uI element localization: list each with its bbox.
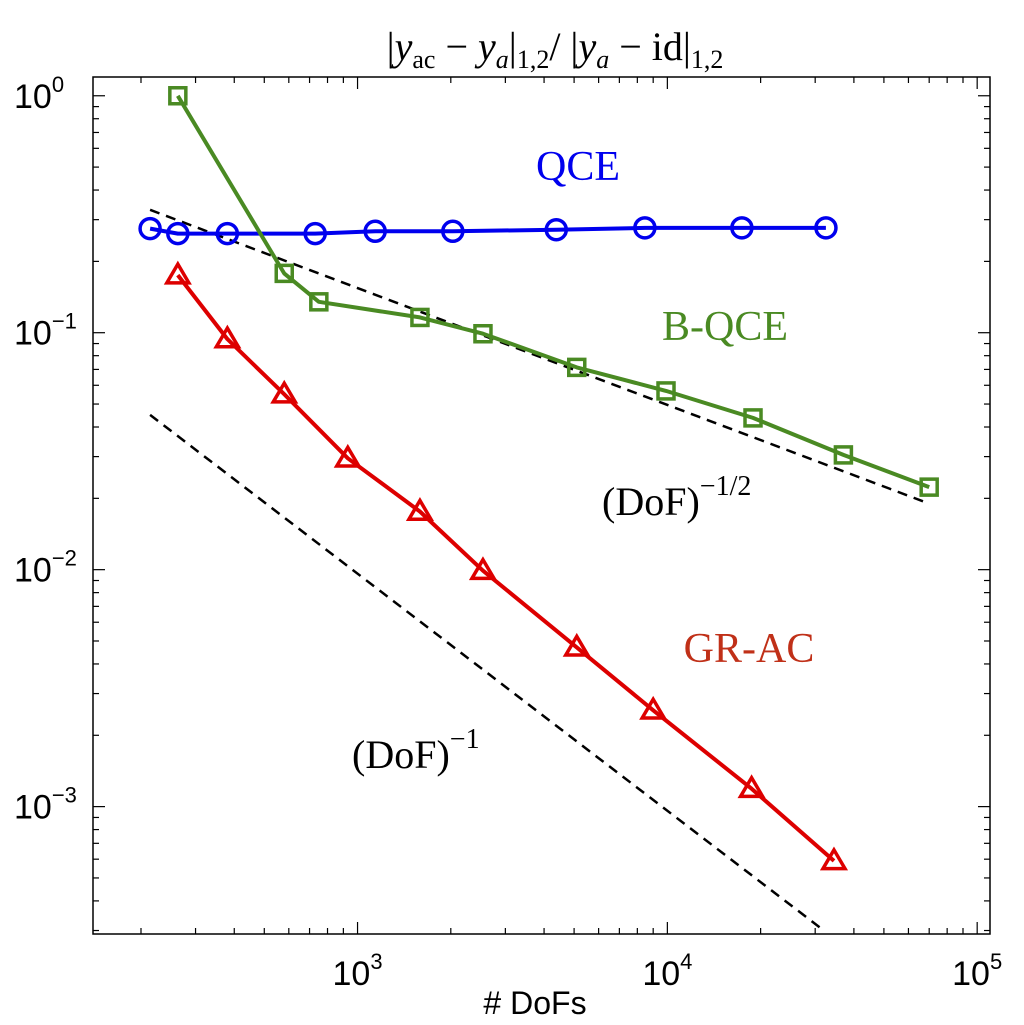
y-tick-base: 10 — [14, 315, 52, 353]
reference-line-one — [149, 413, 825, 932]
data-point-qce — [441, 219, 465, 244]
ref-label-one: (DoF)−1 — [352, 724, 480, 777]
data-point-b-qce — [168, 86, 188, 106]
data-point-gr-ac — [468, 556, 498, 581]
x-tick-base: 10 — [642, 955, 680, 993]
y-tick-label: 10−3 — [14, 783, 77, 827]
y-tick-exp: −1 — [52, 309, 77, 334]
data-point-b-qce — [919, 477, 939, 497]
axis-ticks — [93, 77, 990, 934]
series-line-gr-ac — [176, 273, 836, 863]
y-tick-base: 10 — [14, 552, 52, 590]
x-tick-label: 104 — [642, 949, 692, 993]
series-label-grac: GR-AC — [684, 626, 815, 672]
plot-area — [92, 76, 991, 935]
series-label-bqce: B-QCE — [662, 304, 788, 350]
ref-label-one-base: (DoF) — [352, 732, 450, 777]
ref-label-half: (DoF)−1/2 — [602, 471, 751, 524]
series-markers — [138, 86, 939, 871]
y-tick-exp: 0 — [52, 72, 64, 97]
series-label-qce: QCE — [536, 144, 620, 190]
ref-label-half-base: (DoF) — [602, 479, 700, 524]
data-point-qce — [633, 216, 657, 240]
data-point-qce — [138, 216, 162, 241]
data-point-qce — [363, 219, 387, 244]
data-point-b-qce — [309, 292, 329, 312]
data-point-b-qce — [656, 381, 676, 401]
reference-lines — [149, 208, 930, 932]
data-point-b-qce — [833, 445, 854, 465]
series-line-qce — [149, 225, 826, 236]
data-point-qce — [544, 217, 569, 242]
y-tick-label: 10−2 — [14, 546, 77, 590]
data-point-gr-ac — [163, 260, 192, 285]
data-point-b-qce — [410, 307, 430, 328]
data-point-gr-ac — [405, 497, 434, 521]
series-line-b-qce — [176, 94, 930, 489]
data-point-qce — [166, 221, 190, 246]
y-tick-exp: −2 — [52, 546, 77, 571]
x-tick-exp: 5 — [990, 949, 1002, 974]
ref-label-one-exp: −1 — [450, 724, 480, 755]
x-tick-exp: 4 — [680, 949, 692, 974]
y-tick-base: 10 — [14, 78, 52, 116]
x-tick-label: 105 — [952, 949, 1002, 993]
data-point-gr-ac — [562, 632, 591, 657]
x-axis-label: # DoFs — [483, 985, 586, 1021]
y-tick-label: 10−1 — [14, 309, 77, 353]
data-point-b-qce — [743, 408, 763, 428]
reference-line-half — [149, 208, 930, 505]
x-tick-base: 10 — [952, 955, 990, 993]
data-point-qce — [303, 221, 327, 246]
x-tick-exp: 3 — [370, 949, 382, 974]
chart-title: |yac − ya|1,2/ |ya − id|1,2 — [387, 24, 724, 74]
data-point-gr-ac — [333, 443, 362, 468]
x-tick-label: 103 — [333, 949, 383, 993]
series-lines — [149, 94, 930, 863]
data-point-gr-ac — [639, 695, 668, 720]
data-point-b-qce — [274, 263, 294, 284]
y-tick-exp: −3 — [52, 783, 77, 808]
data-point-b-qce — [473, 323, 493, 344]
data-point-qce — [215, 221, 240, 246]
x-tick-base: 10 — [333, 955, 371, 993]
y-tick-label: 100 — [14, 72, 64, 116]
data-point-gr-ac — [213, 324, 242, 349]
data-point-gr-ac — [819, 846, 849, 871]
data-point-qce — [730, 216, 754, 240]
data-point-gr-ac — [270, 379, 299, 404]
ref-label-half-exp: −1/2 — [700, 471, 752, 502]
y-tick-base: 10 — [14, 789, 52, 827]
data-point-gr-ac — [737, 774, 766, 799]
data-point-b-qce — [567, 357, 587, 378]
data-point-qce — [814, 216, 838, 240]
